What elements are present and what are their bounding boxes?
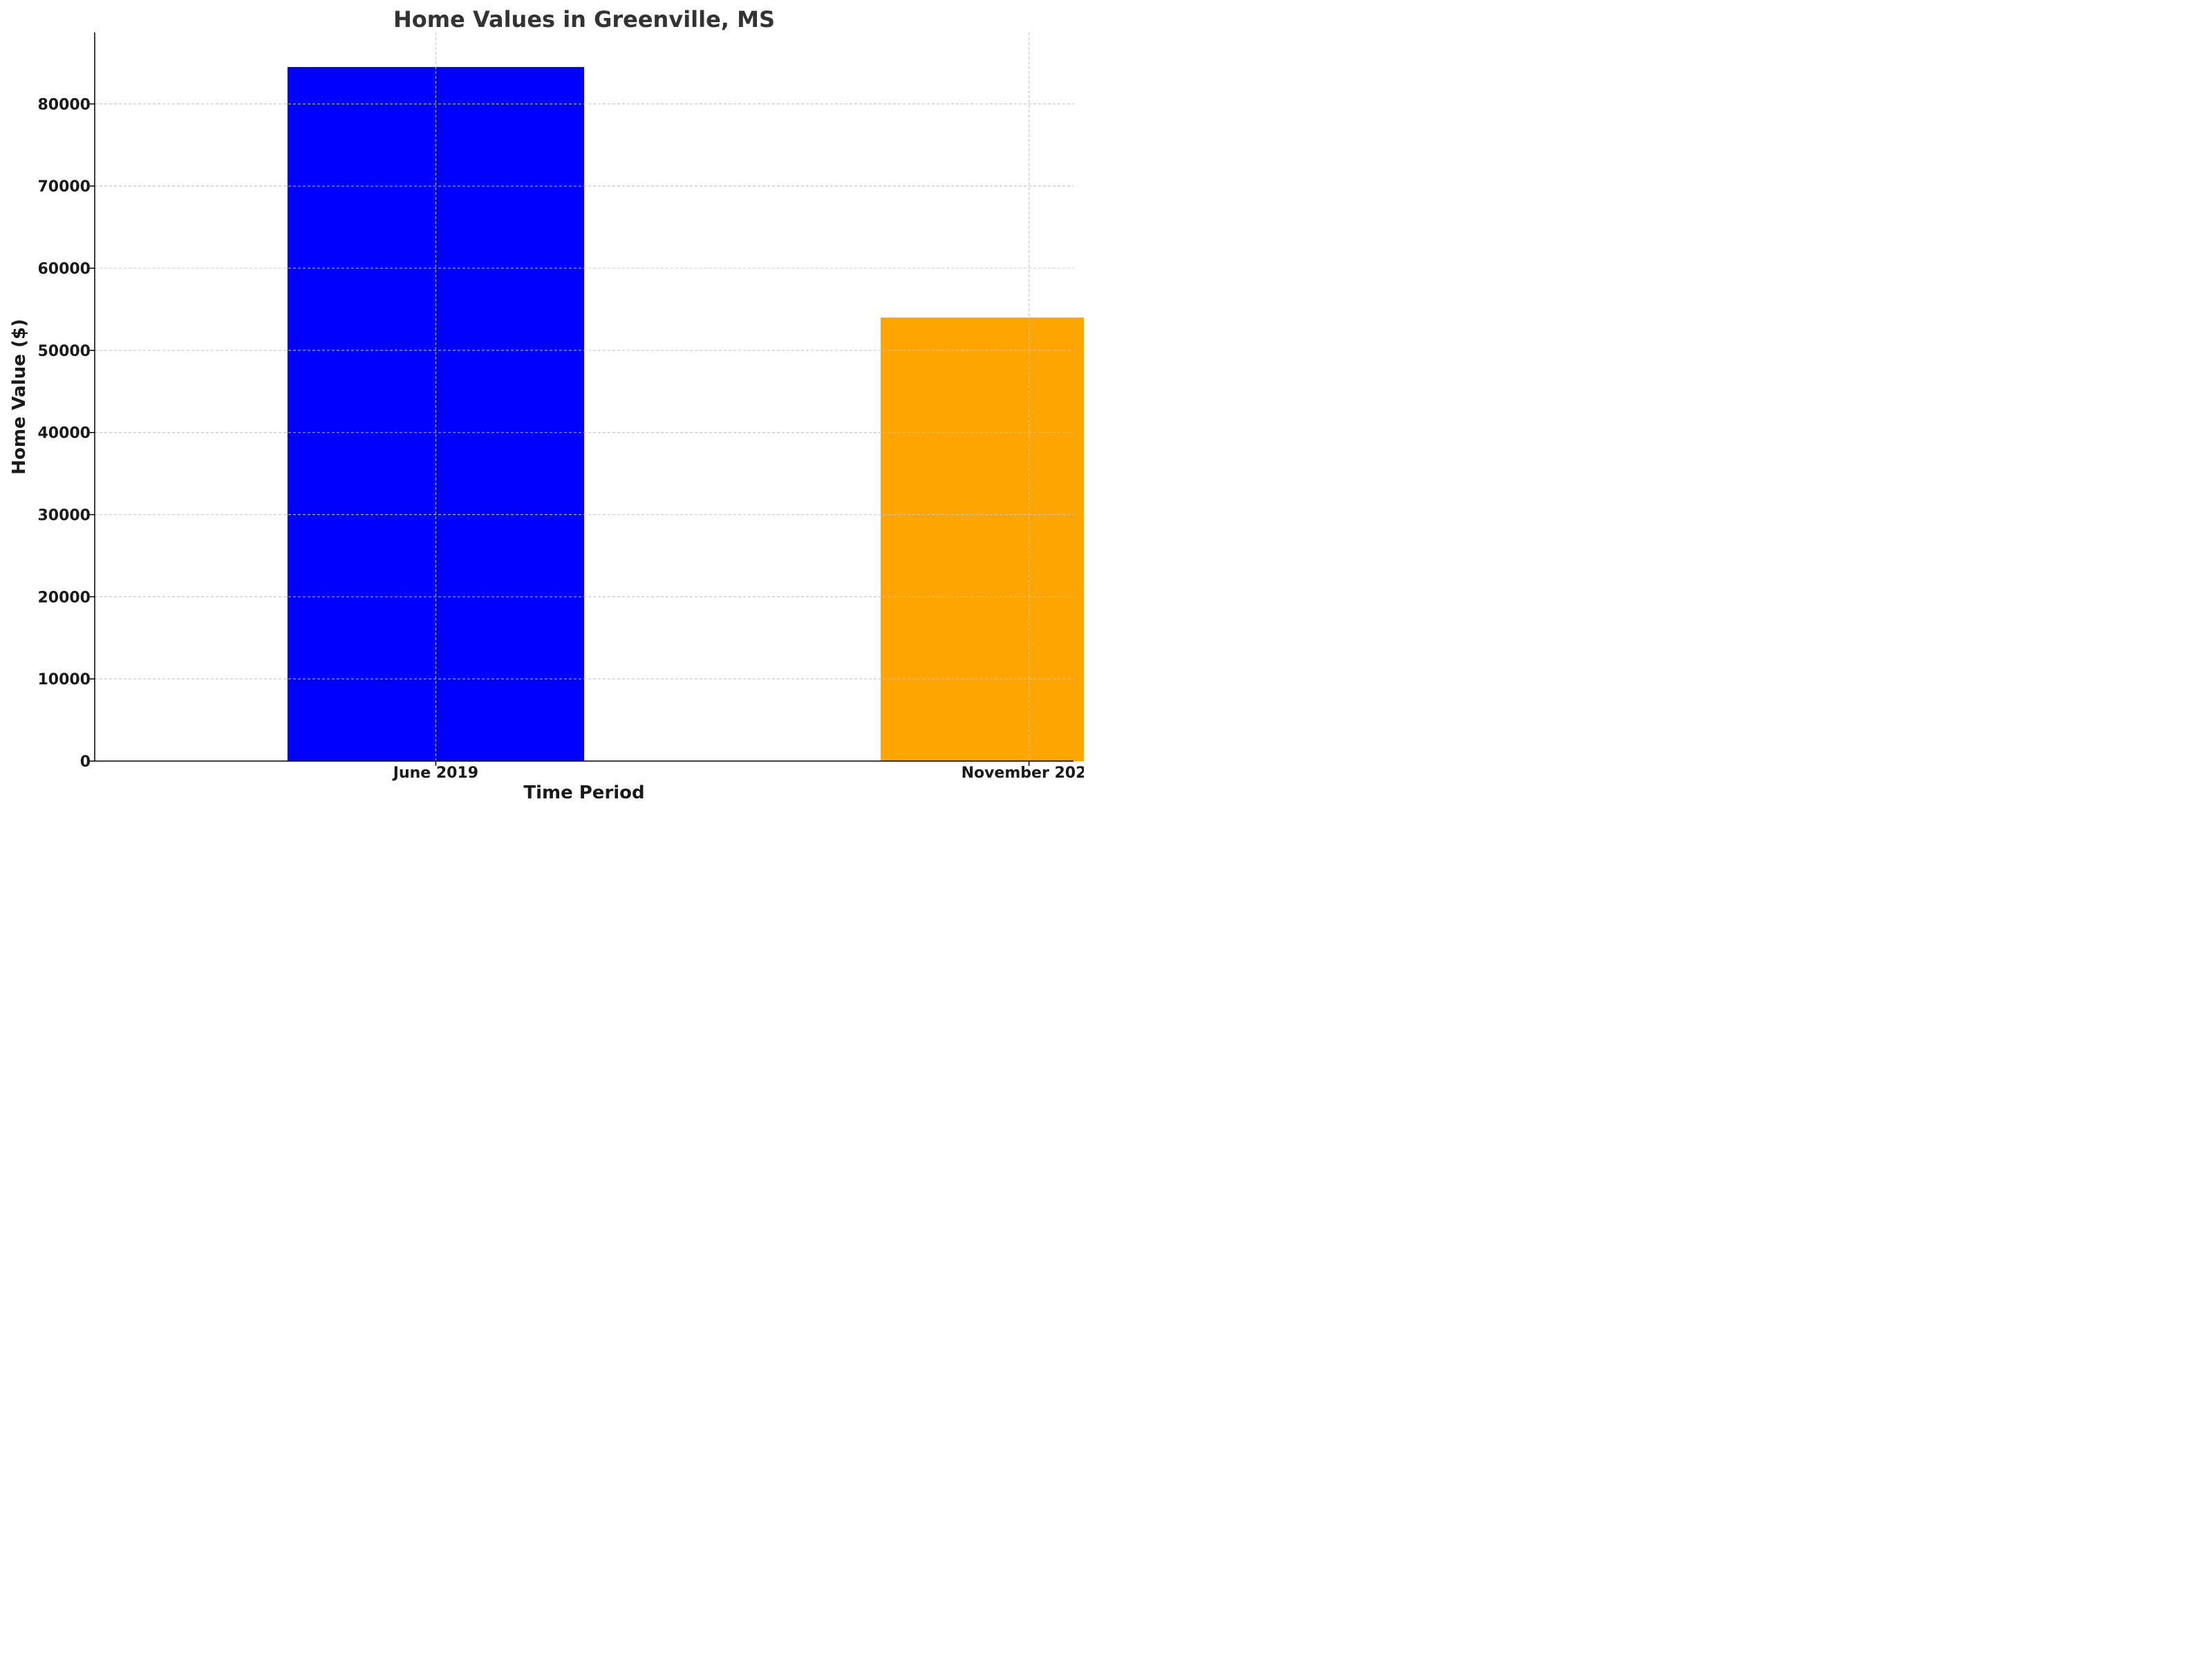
y-tick-label: 80000 bbox=[37, 96, 91, 113]
y-tick-label: 50000 bbox=[37, 343, 91, 360]
chart-title: Home Values in Greenville, MS bbox=[393, 6, 775, 32]
y-tick-label: 10000 bbox=[37, 671, 91, 688]
y-ticks: 0 10000 20000 30000 40000 50000 60000 70000 8000… bbox=[37, 96, 95, 771]
y-tick-label: 40000 bbox=[37, 425, 91, 442]
y-tick-label: 70000 bbox=[37, 178, 91, 196]
axes bbox=[94, 32, 1074, 762]
x-ticks: June 2019 November 2024 bbox=[392, 761, 1084, 782]
grid-overlay bbox=[95, 32, 1074, 761]
y-tick-label: 20000 bbox=[37, 589, 91, 606]
x-tick-label: November 2024 bbox=[962, 765, 1084, 782]
x-tick-label: June 2019 bbox=[392, 765, 478, 782]
x-axis-label: Time Period bbox=[523, 782, 644, 803]
y-axis-label: Home Value ($) bbox=[9, 319, 30, 475]
y-tick-label: 0 bbox=[80, 753, 91, 771]
bars bbox=[287, 66, 1084, 762]
y-tick-label: 30000 bbox=[37, 507, 91, 525]
y-tick-label: 60000 bbox=[37, 261, 91, 278]
bar-november-2024 bbox=[881, 317, 1084, 762]
chart-container: 0 10000 20000 30000 40000 50000 60000 70000 8000… bbox=[0, 0, 1084, 813]
bar-chart: 0 10000 20000 30000 40000 50000 60000 70000 8000… bbox=[9, 6, 1084, 803]
